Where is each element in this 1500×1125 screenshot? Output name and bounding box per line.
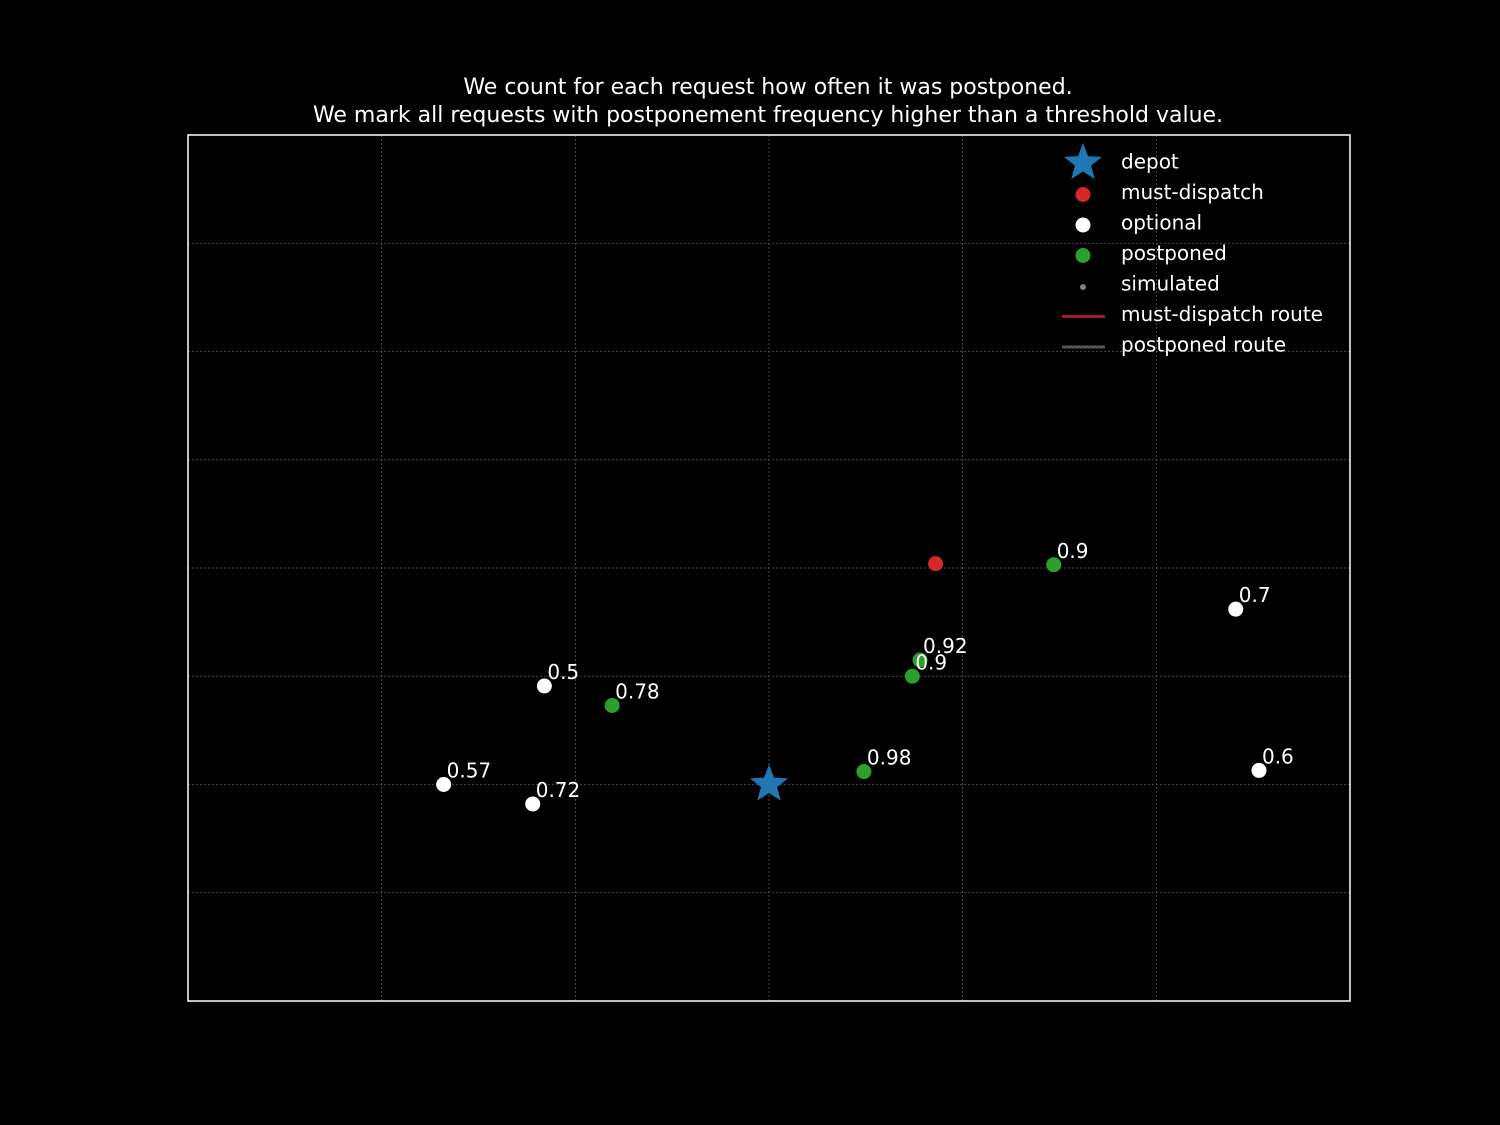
legend-label: must-dispatch — [1121, 180, 1264, 204]
grid — [188, 135, 1350, 1001]
point-labels: 0.570.720.50.70.60.780.980.90.920.9 — [447, 539, 1294, 802]
title-line-2: We mark all requests with postponement f… — [313, 103, 1223, 128]
depot-marker — [749, 764, 789, 801]
legend-item: must-dispatch — [1075, 180, 1264, 204]
legend-small-dot-marker — [1080, 284, 1086, 290]
point-label: 0.72 — [536, 778, 581, 802]
postponed-point — [904, 668, 920, 684]
legend-label: must-dispatch route — [1121, 302, 1323, 326]
legend-star-marker — [1063, 143, 1103, 180]
optional-point — [525, 796, 541, 812]
optional-point — [536, 678, 552, 694]
legend-label: simulated — [1121, 272, 1220, 296]
title-line-1: We count for each request how often it w… — [463, 75, 1072, 100]
optional-point — [1228, 601, 1244, 617]
legend-item: must-dispatch route — [1062, 302, 1323, 326]
legend: depot must-dispatch optional postponed simul… — [1062, 143, 1323, 357]
optional-point — [1251, 762, 1267, 778]
postponed-point — [1046, 557, 1062, 573]
legend-item: postponed — [1075, 241, 1227, 265]
point-label: 0.9 — [1057, 539, 1089, 563]
legend-dot-marker — [1075, 187, 1091, 202]
data-points — [436, 556, 1267, 812]
must-dispatch-point — [928, 556, 944, 572]
plot-frame — [187, 134, 1351, 1002]
legend-item: simulated — [1080, 272, 1220, 296]
point-label: 0.98 — [867, 746, 912, 770]
legend-dot-marker — [1075, 248, 1091, 263]
postponed-point — [856, 764, 872, 780]
point-label: 0.5 — [547, 660, 579, 684]
point-label: 0.78 — [615, 679, 660, 703]
optional-point — [436, 777, 452, 792]
postponed-point — [912, 652, 928, 668]
legend-item: depot — [1063, 143, 1179, 180]
legend-item: optional — [1075, 211, 1202, 235]
point-label: 0.57 — [447, 759, 492, 783]
point-label: 0.6 — [1262, 744, 1294, 768]
point-label: 0.9 — [915, 650, 947, 674]
legend-dot-marker — [1075, 217, 1091, 233]
chart-title: We count for each request how often it w… — [313, 75, 1223, 128]
postponed-point — [604, 697, 620, 713]
legend-label: postponed — [1121, 241, 1227, 265]
legend-label: depot — [1121, 150, 1179, 174]
legend-label: postponed route — [1121, 333, 1286, 357]
point-label: 0.7 — [1239, 583, 1271, 607]
point-label: 0.92 — [923, 634, 968, 658]
legend-item: postponed route — [1062, 333, 1286, 357]
legend-label: optional — [1121, 211, 1202, 235]
